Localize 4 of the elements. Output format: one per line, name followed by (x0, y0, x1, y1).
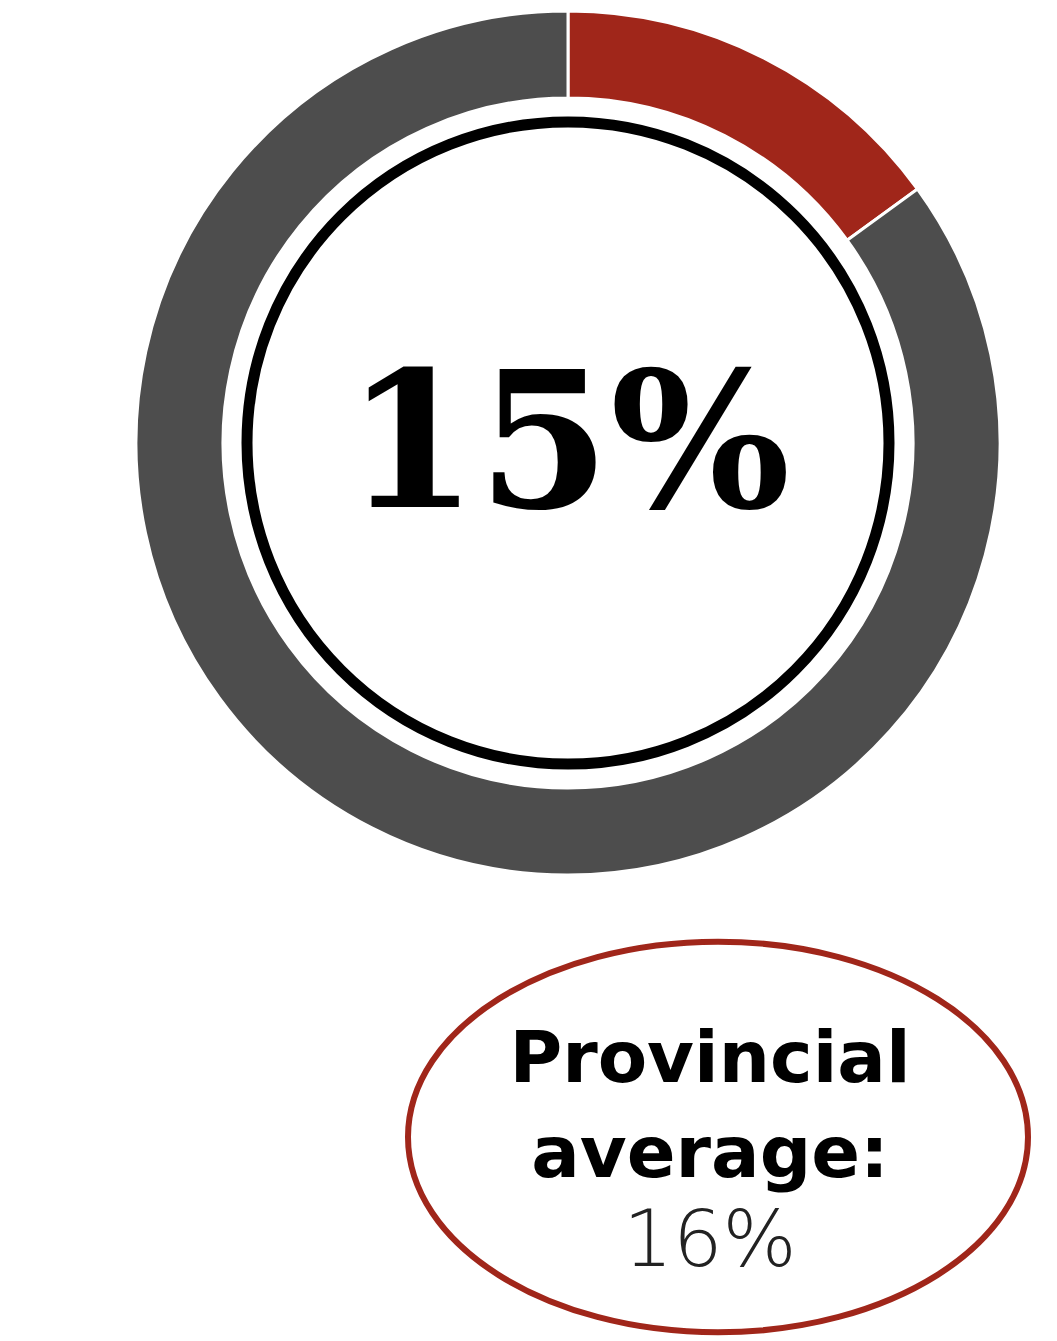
text: Provincial average: (509, 1015, 911, 1194)
text: 15% (345, 329, 791, 552)
text: 16% (623, 1194, 797, 1284)
donut-slice (134, 9, 1002, 877)
